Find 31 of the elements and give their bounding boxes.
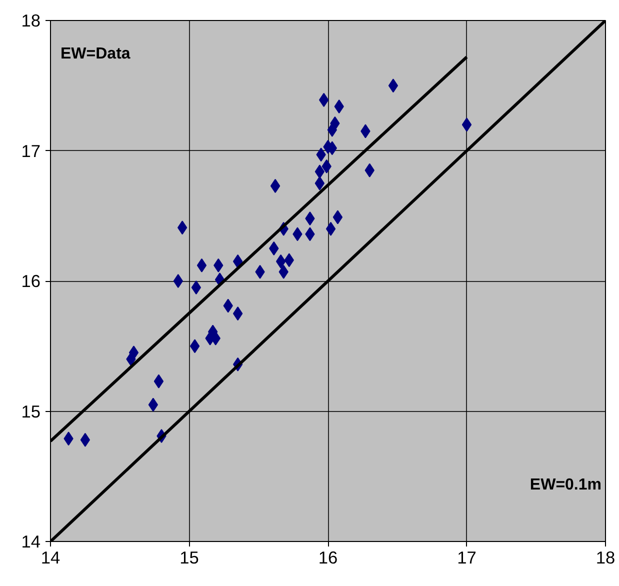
point — [173, 274, 183, 288]
point — [154, 374, 164, 388]
point — [326, 222, 336, 236]
point — [462, 118, 472, 132]
annotation: EW=Data — [60, 46, 130, 62]
x-tick-label: 17 — [457, 548, 476, 568]
y-tick-label: 16 — [21, 271, 41, 291]
point — [332, 210, 343, 224]
x-tick-label: 16 — [318, 548, 338, 568]
y-tick-label: 15 — [21, 401, 41, 422]
point — [177, 220, 188, 235]
point — [190, 339, 200, 354]
y-tick-label: 18 — [21, 10, 41, 30]
point — [276, 254, 286, 268]
y-tick-label: 14 — [21, 532, 41, 552]
x-tick-label: 18 — [596, 548, 616, 568]
point — [270, 178, 280, 193]
annotation: EW=0.1m — [530, 476, 602, 494]
point — [314, 164, 325, 179]
point — [232, 254, 243, 268]
point — [148, 398, 158, 412]
point — [80, 432, 90, 447]
x-tick-label: 15 — [180, 548, 199, 568]
point — [196, 258, 207, 272]
point — [314, 176, 325, 190]
y-tick-label: 17 — [21, 140, 41, 161]
point — [191, 280, 202, 295]
point — [388, 78, 398, 93]
point — [128, 346, 139, 360]
x-tick-label: 14 — [40, 548, 60, 568]
point — [232, 306, 243, 321]
